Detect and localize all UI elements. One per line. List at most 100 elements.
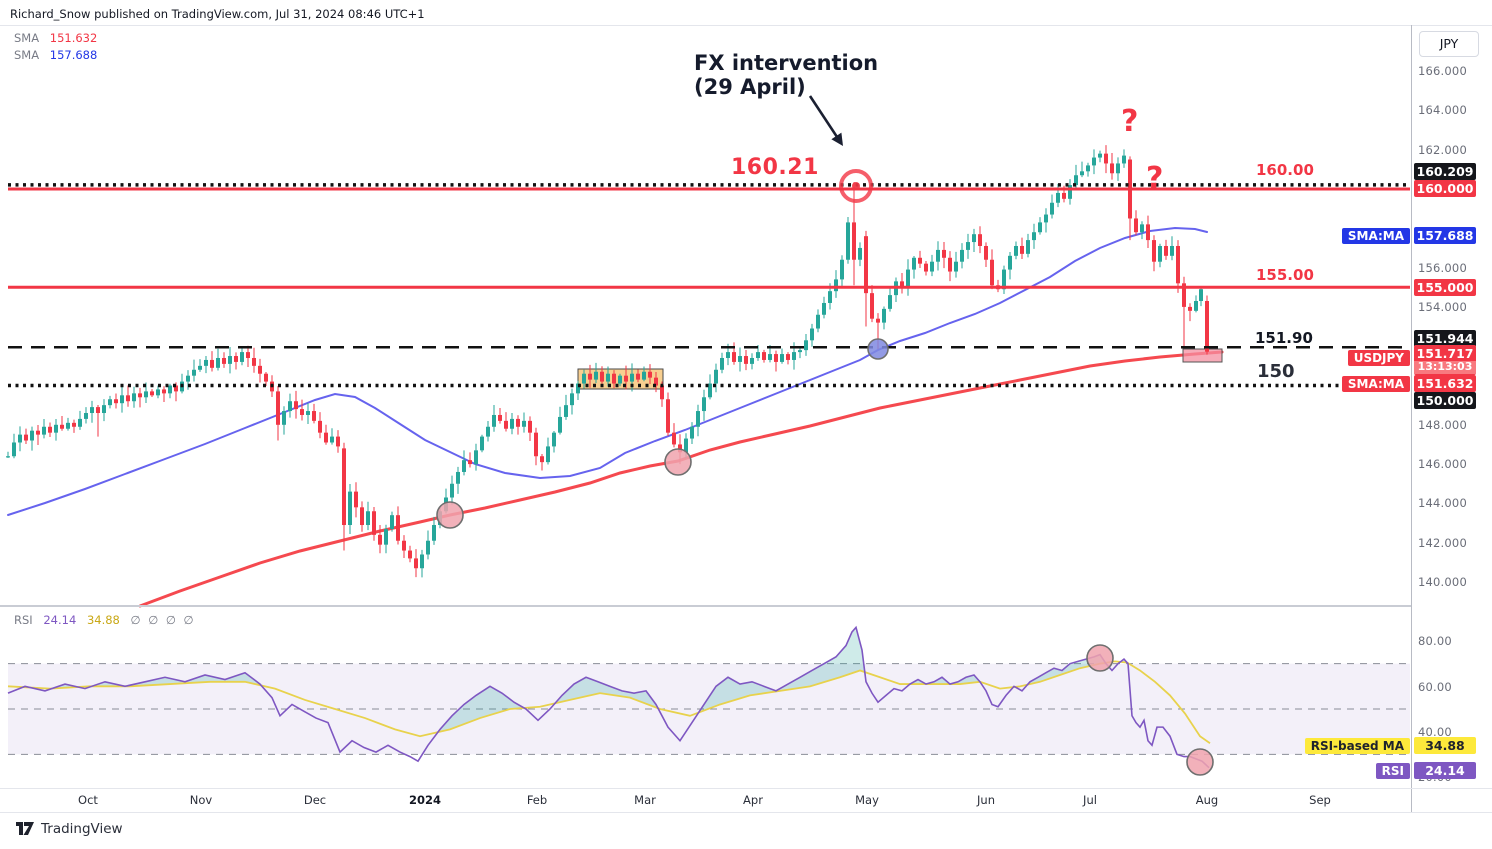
candle-body: [1098, 153, 1102, 158]
candle-body: [792, 352, 796, 360]
candle-body: [396, 515, 400, 541]
candle-body: [834, 279, 838, 292]
candle-body: [402, 540, 406, 551]
candle-body: [576, 383, 580, 394]
candle-body: [144, 391, 148, 398]
candle-body: [276, 391, 280, 425]
axis-series-tag: USDJPY: [1347, 350, 1410, 366]
candle-body: [1176, 245, 1180, 284]
candle-body: [786, 354, 790, 360]
rsi-legend-label: RSI: [14, 613, 33, 627]
axis-series-tag: RSI-based MA: [1304, 738, 1410, 754]
fx-intervention-line2: (29 April): [694, 75, 806, 99]
candle-body: [462, 460, 466, 472]
axis-chip-value: 157.688: [1416, 228, 1474, 243]
candle-body: [804, 340, 808, 351]
candle-body: [378, 534, 382, 545]
candle-body: [1014, 245, 1018, 256]
candle-body: [540, 456, 544, 463]
axis-price-chip: 155.000: [1414, 279, 1476, 296]
candle-body: [288, 401, 292, 412]
candle-body: [930, 261, 934, 272]
candle-body: [282, 411, 286, 425]
pane-divider[interactable]: [0, 605, 1411, 607]
candle-body: [636, 373, 640, 380]
candle-body: [882, 308, 886, 323]
candle-body: [336, 436, 340, 447]
candle-body: [6, 456, 10, 458]
sma-legend-2[interactable]: SMA 157.688: [14, 48, 97, 62]
axis-tick-label: 60.00: [1418, 680, 1452, 694]
candle-body: [570, 393, 574, 406]
candle-body: [642, 371, 646, 380]
annotation-arrow: [808, 95, 842, 144]
candle-body: [1152, 240, 1156, 262]
candle-body: [984, 245, 988, 260]
tradingview-brand[interactable]: TradingView: [16, 821, 123, 837]
rsi-legend-value: 24.14: [43, 613, 77, 627]
axis-chip-value: 150.000: [1416, 393, 1474, 408]
candle-body: [354, 491, 358, 508]
candle-body: [1194, 301, 1198, 311]
candle-body: [420, 554, 424, 569]
candle-body: [360, 507, 364, 526]
candle-body: [240, 352, 244, 362]
sma-legend-1-value: 151.632: [49, 31, 98, 45]
time-axis-month-label: Feb: [526, 793, 548, 807]
axis-chip-value: 151.717: [1416, 346, 1474, 361]
chart-canvas[interactable]: [0, 25, 1411, 812]
candle-body: [798, 350, 802, 353]
tradingview-brand-text: TradingView: [41, 821, 123, 837]
candle-body: [564, 405, 568, 417]
candle-body: [138, 393, 142, 398]
candle-body: [504, 420, 508, 429]
publish-attribution: Richard_Snow published on TradingView.co…: [10, 7, 425, 21]
time-axis-month-label: Mar: [634, 793, 656, 807]
sma-legend-2-label: SMA: [14, 48, 40, 62]
axis-chip-value: 151.632: [1416, 376, 1474, 391]
candle-body: [54, 424, 58, 433]
candle-body: [246, 352, 250, 358]
axis-tick-label: 140.000: [1418, 575, 1467, 589]
candle-body: [198, 365, 202, 370]
candle-body: [828, 291, 832, 303]
candle-body: [66, 422, 70, 429]
time-axis-month-label: Nov: [189, 793, 213, 807]
axis-series-tag: SMA:MA: [1341, 376, 1410, 392]
header-divider: [0, 25, 1492, 26]
rsi-event-marker: [1086, 644, 1114, 672]
currency-toggle-button[interactable]: JPY: [1419, 31, 1479, 57]
level-label-160: 160.00: [1256, 161, 1314, 179]
candle-body: [1164, 245, 1168, 256]
candle-body: [870, 293, 874, 319]
axis-chip-value: 160.000: [1416, 181, 1474, 196]
candle-body: [702, 397, 706, 412]
candle-body: [468, 460, 472, 465]
candle-body: [594, 371, 598, 380]
candle-body: [912, 257, 916, 270]
rsi-legend[interactable]: RSI 24.14 34.88 ∅ ∅ ∅ ∅: [14, 613, 196, 627]
candle-body: [24, 434, 28, 441]
candle-body: [342, 448, 346, 526]
candle-body: [90, 407, 94, 414]
axis-tick-label: 156.000: [1418, 261, 1467, 275]
candle-body: [1092, 157, 1096, 166]
axis-price-chip: 160.209: [1414, 163, 1476, 180]
candle-body: [252, 357, 256, 366]
candle-body: [900, 281, 904, 288]
candle-body: [684, 438, 688, 453]
candle-body: [204, 359, 208, 366]
candle-body: [738, 356, 742, 362]
sma-legend-1[interactable]: SMA 151.632: [14, 31, 97, 45]
candle-body: [1050, 202, 1054, 215]
candle-body: [18, 434, 22, 443]
axis-price-chip: 150.000: [1414, 392, 1476, 409]
rsi-ma-legend-value: 34.88: [86, 613, 120, 627]
candle-body: [1008, 255, 1012, 270]
candle-body: [1170, 245, 1174, 256]
axis-tick-label: 40.00: [1418, 725, 1452, 739]
candle-body: [666, 399, 670, 433]
axis-price-chip: 151.717 13:13:03: [1414, 345, 1476, 375]
candle-body: [1020, 245, 1024, 254]
